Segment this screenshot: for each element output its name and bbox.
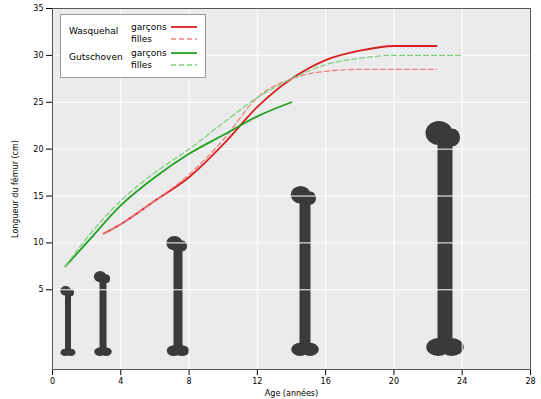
svg-text:20: 20 (33, 145, 43, 154)
svg-text:28: 28 (525, 377, 535, 386)
svg-text:5: 5 (38, 285, 43, 294)
svg-text:Age (années): Age (années) (265, 388, 318, 398)
svg-text:8: 8 (187, 377, 192, 386)
html-text:filles: filles (131, 60, 152, 70)
svg-text:Longueur du fémur (cm): Longueur du fémur (cm) (10, 140, 20, 238)
html-text:Gutschoven: Gutschoven (69, 52, 123, 62)
html-text:Wasquehal: Wasquehal (69, 26, 119, 36)
html-text:garçons: garçons (131, 22, 167, 32)
svg-text:16: 16 (321, 377, 331, 386)
svg-text:20: 20 (389, 377, 399, 386)
html-text:garçons: garçons (131, 48, 167, 58)
svg-text:0: 0 (50, 377, 55, 386)
svg-text:30: 30 (33, 51, 43, 60)
svg-text:35: 35 (33, 4, 43, 13)
svg-text:25: 25 (33, 98, 43, 107)
svg-text:24: 24 (457, 377, 467, 386)
svg-text:12: 12 (252, 377, 262, 386)
svg-text:15: 15 (33, 192, 43, 201)
svg-text:10: 10 (33, 238, 43, 247)
html-text:filles: filles (131, 34, 152, 44)
svg-text:4: 4 (118, 377, 123, 386)
